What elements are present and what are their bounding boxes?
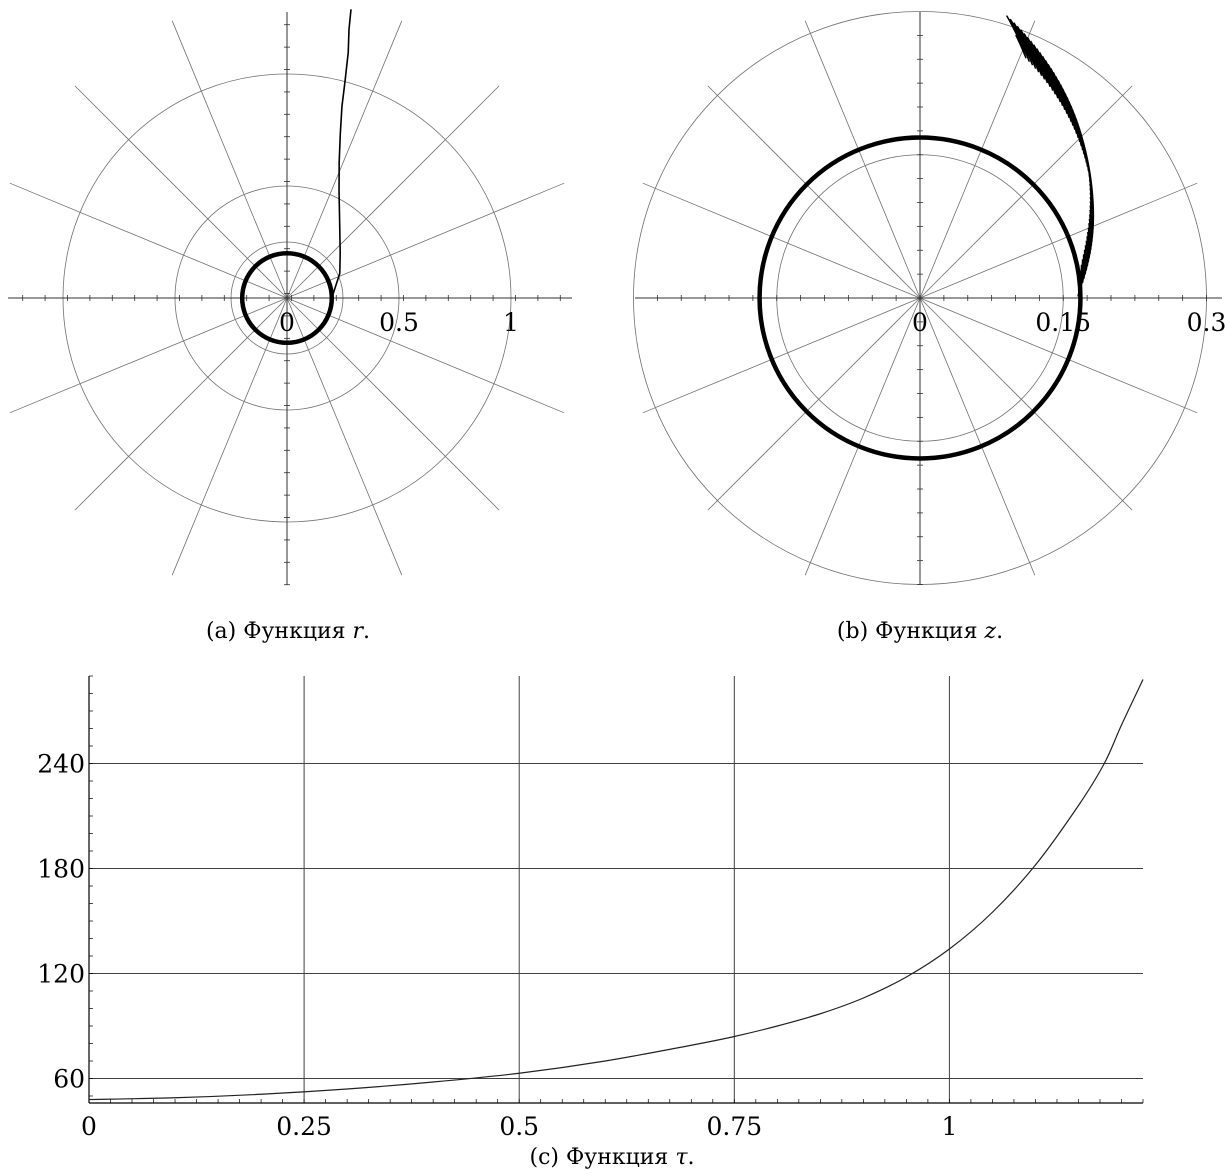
caption-c-suffix: .	[687, 1145, 694, 1170]
spoke-line	[919, 297, 1036, 576]
series-a	[239, 9, 352, 346]
radial-tick-label: 0.5	[379, 308, 419, 337]
x-tick-label: 0.75	[706, 1112, 762, 1141]
axes-a	[8, 12, 572, 586]
axes-b	[635, 12, 1222, 585]
spokes-a	[9, 20, 565, 576]
spoke-line	[286, 85, 500, 299]
spoke-line	[171, 297, 288, 576]
polar-chart-r: 0 0.5 1	[8, 9, 572, 586]
spoke-line	[919, 20, 1036, 299]
spoke-line	[74, 85, 288, 299]
series-c	[88, 679, 1144, 1101]
series-tau-curve	[88, 679, 1144, 1101]
tick-labels-c: 0 0.25 0.5 0.75 1 60 120 180 240	[37, 750, 957, 1142]
polar-chart-z: 0 0.15 0.3	[633, 11, 1225, 585]
spokes-b	[642, 20, 1198, 576]
tick-labels-b: 0 0.15 0.3	[912, 308, 1225, 337]
spoke-line	[707, 85, 921, 299]
spoke-line	[919, 182, 1198, 299]
spoke-line	[804, 297, 921, 576]
spoke-line	[804, 20, 921, 299]
caption-c: (c) Функция τ.	[530, 1145, 695, 1170]
spoke-line	[919, 297, 1133, 511]
spoke-line	[286, 297, 403, 576]
spoke-line	[286, 297, 500, 511]
caption-b-symbol: z	[983, 619, 996, 644]
y-tick-label: 60	[53, 1065, 85, 1094]
x-tick-label: 1	[941, 1112, 957, 1141]
y-tick-label: 120	[37, 960, 85, 989]
x-tick-label: 0	[81, 1112, 97, 1141]
reference-circle	[757, 135, 1083, 461]
radial-tick-label: 0.15	[1035, 308, 1091, 337]
caption-c-prefix: (c) Функция	[530, 1145, 676, 1170]
spoke-line	[642, 297, 921, 414]
spoke-line	[74, 297, 288, 511]
caption-b-suffix: .	[996, 619, 1003, 644]
spoke-line	[919, 297, 1198, 414]
spoke-line	[919, 85, 1133, 299]
radial-tick-label: 0	[279, 308, 295, 337]
x-tick-label: 0.25	[276, 1112, 332, 1141]
series-r-curve	[331, 9, 352, 299]
radial-tick-label: 1	[503, 308, 519, 337]
series-z-curve	[1006, 15, 1095, 297]
radial-tick-label: 0	[912, 308, 928, 337]
gridlines-c	[89, 676, 1143, 1103]
y-tick-label: 240	[37, 750, 85, 779]
caption-a-prefix: (a) Функция	[206, 619, 353, 644]
tick-labels-a: 0 0.5 1	[279, 308, 519, 337]
radial-tick-label: 0.3	[1187, 308, 1225, 337]
spoke-line	[642, 182, 921, 299]
caption-a-symbol: r	[353, 619, 365, 644]
line-chart-tau: 0 0.25 0.5 0.75 1 60 120 180 240	[37, 675, 1144, 1142]
spoke-line	[286, 182, 565, 299]
caption-c-symbol: τ	[675, 1145, 688, 1170]
caption-a: (a) Функция r.	[206, 619, 370, 644]
caption-b: (b) Функция z.	[837, 619, 1003, 644]
spoke-line	[286, 20, 403, 299]
spoke-line	[9, 182, 288, 299]
axes-c	[88, 675, 1144, 1104]
caption-b-prefix: (b) Функция	[837, 619, 985, 644]
spoke-line	[286, 297, 565, 414]
spoke-line	[707, 297, 921, 511]
spoke-line	[171, 20, 288, 299]
caption-a-suffix: .	[363, 619, 370, 644]
x-tick-label: 0.5	[499, 1112, 539, 1141]
series-b	[757, 15, 1095, 461]
spoke-line	[9, 297, 288, 414]
y-tick-label: 180	[37, 855, 85, 884]
